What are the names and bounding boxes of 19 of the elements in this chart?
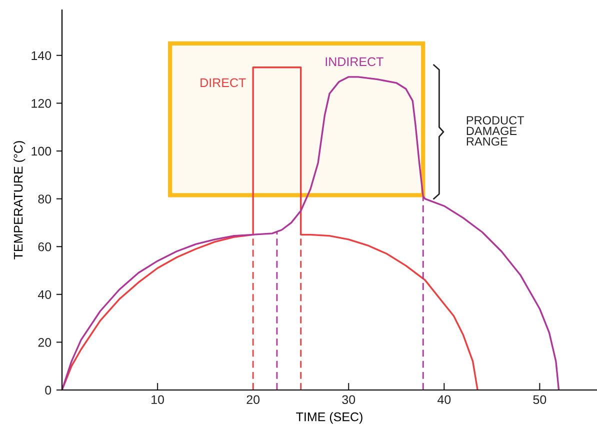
y-tick-label: 140 xyxy=(32,51,52,60)
y-tick-label: 40 xyxy=(38,290,52,300)
y-tick-label: 100 xyxy=(32,146,52,156)
x-tick-label: 20 xyxy=(246,395,260,404)
line-series xyxy=(62,76,560,390)
x-tick-label: 10 xyxy=(152,395,164,404)
series-label: DIRECT xyxy=(200,78,246,88)
annotation: PRODUCT DAMAGE RANGE xyxy=(466,116,524,146)
x-tick-label: 40 xyxy=(437,395,451,404)
x-axis-title: TIME (SEC) xyxy=(296,412,362,424)
x-tick-label: 30 xyxy=(342,395,356,404)
series-label: INDIRECT xyxy=(326,57,384,66)
y-tick-label: 60 xyxy=(38,242,52,252)
y-tick-label: 120 xyxy=(32,99,52,108)
y-tick-label: 20 xyxy=(38,338,52,347)
y-axis-title: TEMPERATURE (°C) xyxy=(14,141,26,260)
y-tick-label: 80 xyxy=(38,194,52,204)
y-tick-label: 0 xyxy=(45,386,52,395)
x-tick-label: 50 xyxy=(533,395,546,404)
